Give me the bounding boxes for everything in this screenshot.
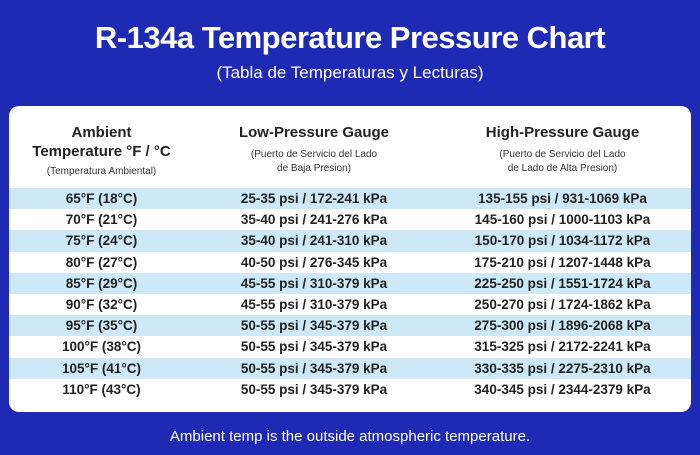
table-row: 70°F (21°C) 35-40 psi / 241-276 kPa 145-…	[9, 209, 691, 230]
cell-high-pressure: 315-325 psi / 2172-2241 kPa	[474, 339, 651, 355]
header-ambient-line1: Ambient	[71, 124, 132, 141]
cell-high-pressure: 275-300 psi / 1896-2068 kPa	[474, 318, 651, 334]
cell-low-pressure: 35-40 psi / 241-310 kPa	[240, 233, 388, 249]
cell-temperature: 65°F (18°C)	[65, 191, 138, 206]
table-row: 110°F (43°C) 50-55 psi / 345-379 kPa 340…	[9, 379, 691, 400]
cell-low-pressure: 50-55 psi / 345-379 kPa	[240, 381, 388, 397]
cell-high-pressure: 250-270 psi / 1724-1862 kPa	[474, 296, 651, 312]
header-high-pressure-sub1: (Puerto de Servicio del Lado	[499, 149, 626, 160]
header-low-pressure: Low-Pressure Gauge (Puerto de Servicio d…	[194, 123, 434, 176]
cell-low-pressure: 40-50 psi / 276-345 kPa	[240, 254, 388, 270]
cell-temperature: 110°F (43°C)	[62, 381, 141, 397]
cell-low-pressure: 50-55 psi / 345-379 kPa	[240, 339, 388, 355]
cell-high-pressure: 135-155 psi / 931-1069 kPa	[478, 191, 647, 206]
table-row: 90°F (32°C) 45-55 psi / 310-379 kPa 250-…	[9, 294, 691, 315]
header-high-pressure: High-Pressure Gauge (Puerto de Servicio …	[434, 123, 691, 176]
header-low-pressure-sub1: (Puerto de Servicio del Lado	[250, 149, 378, 160]
cell-low-pressure: 35-40 psi / 241-276 kPa	[240, 212, 388, 228]
header-high-pressure-title: High-Pressure Gauge	[485, 124, 640, 141]
header-ambient-temperature: Ambient Temperature °F / °C (Temperatura…	[9, 123, 194, 179]
table-body: 65°F (18°C) 25-35 psi / 172-241 kPa 135-…	[9, 188, 691, 400]
table-row: 85°F (29°C) 45-55 psi / 310-379 kPa 225-…	[9, 272, 691, 294]
header-low-pressure-title: Low-Pressure Gauge	[238, 124, 390, 141]
cell-low-pressure: 45-55 psi / 310-379 kPa	[240, 275, 388, 291]
chart-subtitle: (Tabla de Temperaturas y Lecturas)	[216, 63, 484, 82]
cell-temperature: 105°F (41°C)	[61, 360, 142, 376]
cell-temperature: 85°F (29°C)	[65, 275, 138, 291]
header-low-pressure-sub2: de Baja Presion)	[277, 163, 351, 174]
table-row: 80°F (27°C) 40-50 psi / 276-345 kPa 175-…	[9, 252, 691, 273]
table-row: 95°F (35°C) 50-55 psi / 345-379 kPa 275-…	[9, 315, 691, 337]
cell-low-pressure: 45-55 psi / 310-379 kPa	[240, 296, 388, 312]
table-row: 65°F (18°C) 25-35 psi / 172-241 kPa 135-…	[9, 188, 691, 210]
cell-high-pressure: 340-345 psi / 2344-2379 kPa	[474, 381, 651, 397]
header-ambient-line2: Temperature °F / °C	[32, 143, 171, 160]
cell-temperature: 95°F (35°C)	[65, 318, 138, 334]
table-header: Ambient Temperature °F / °C (Temperatura…	[9, 106, 691, 186]
cell-temperature: 80°F (27°C)	[65, 254, 138, 270]
chart-title: R-134a Temperature Pressure Chart	[94, 20, 606, 55]
table-row: 105°F (41°C) 50-55 psi / 345-379 kPa 330…	[9, 357, 691, 379]
cell-temperature: 90°F (32°C)	[65, 296, 138, 312]
cell-high-pressure: 150-170 psi / 1034-1172 kPa	[474, 233, 651, 249]
header-high-pressure-sub2: de Lado de Alta Presion)	[507, 163, 618, 174]
cell-temperature: 75°F (24°C)	[65, 233, 138, 249]
cell-low-pressure: 50-55 psi / 345-379 kPa	[240, 318, 388, 334]
cell-high-pressure: 225-250 psi / 1551-1724 kPa	[474, 275, 651, 291]
table-row: 100°F (38°C) 50-55 psi / 345-379 kPa 315…	[9, 336, 691, 357]
cell-high-pressure: 145-160 psi / 1000-1103 kPa	[474, 212, 651, 228]
table-row: 75°F (24°C) 35-40 psi / 241-310 kPa 150-…	[9, 230, 691, 252]
cell-high-pressure: 175-210 psi / 1207-1448 kPa	[474, 254, 651, 270]
table-panel: Ambient Temperature °F / °C (Temperatura…	[9, 106, 691, 412]
cell-temperature: 70°F (21°C)	[65, 212, 138, 228]
cell-temperature: 100°F (38°C)	[61, 339, 142, 355]
cell-high-pressure: 330-335 psi / 2275-2310 kPa	[474, 360, 651, 376]
cell-low-pressure: 25-35 psi / 172-241 kPa	[240, 191, 388, 206]
header-ambient-subtitle: (Temperatura Ambiental)	[46, 166, 157, 177]
cell-low-pressure: 50-55 psi / 345-379 kPa	[240, 360, 388, 376]
footer-note: Ambient temp is the outside atmospheric …	[169, 428, 531, 445]
